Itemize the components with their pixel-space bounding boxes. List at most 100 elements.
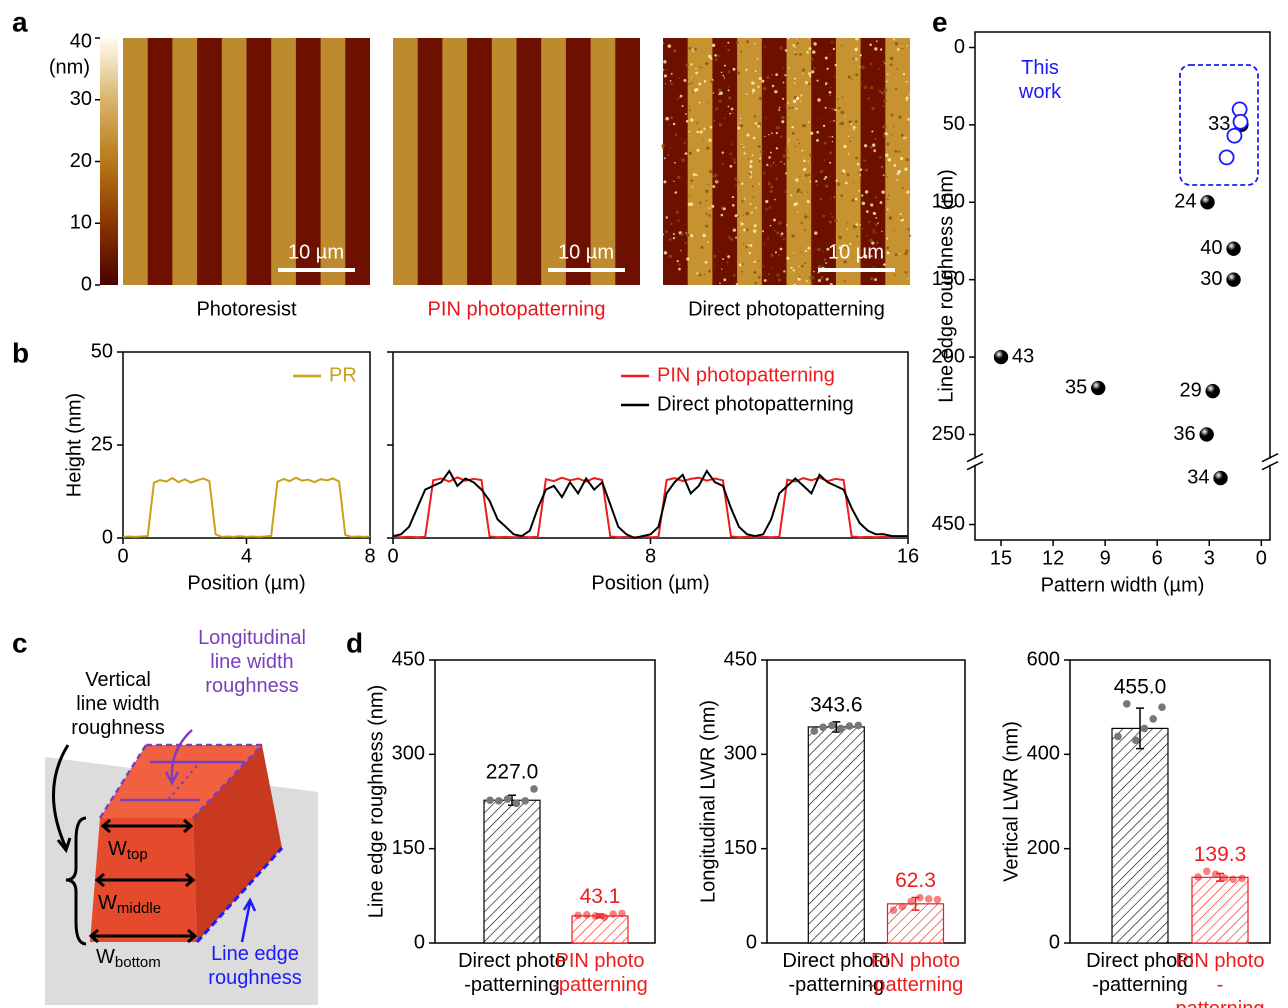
grain: [761, 265, 764, 268]
error-bar: [1136, 707, 1144, 750]
grain: [727, 86, 730, 88]
panel-label: e: [932, 6, 948, 37]
grain: [775, 164, 777, 166]
grain: [769, 189, 773, 193]
grain: [741, 270, 744, 273]
grain: [753, 260, 756, 264]
grain: [811, 70, 815, 74]
grain: [870, 203, 874, 207]
x-tick-label: 8: [645, 545, 656, 567]
grain: [904, 251, 908, 256]
grain: [882, 60, 886, 64]
grain: [672, 233, 675, 235]
grain: [894, 87, 898, 90]
grain: [688, 109, 691, 111]
grain: [861, 65, 865, 70]
width-symbol: W: [98, 892, 117, 914]
width-arrows: [52, 744, 198, 946]
grain: [693, 47, 697, 52]
grain: [708, 54, 712, 59]
grain: [899, 212, 902, 216]
plot-frame: [434, 659, 656, 944]
grain: [722, 162, 725, 165]
grain: [796, 42, 799, 45]
grain: [829, 197, 832, 200]
grain: [668, 254, 673, 258]
data-point: [486, 796, 494, 805]
line-series: [122, 476, 371, 538]
grain: [838, 246, 842, 250]
grain: [886, 175, 888, 178]
grain: [773, 229, 776, 232]
scatter-point: [1213, 470, 1228, 486]
grain: [797, 139, 799, 141]
grain: [793, 283, 796, 287]
grain: [840, 194, 844, 198]
grain: [770, 185, 774, 189]
value-label: 227.0: [486, 760, 539, 783]
grain: [819, 197, 823, 201]
grain: [768, 206, 772, 209]
category-label: Direct photo -patterning: [458, 950, 566, 996]
grain: [688, 105, 690, 108]
grain: [732, 228, 737, 232]
grain: [824, 106, 827, 109]
grain: [848, 120, 852, 124]
y-tick-label: 150: [724, 837, 757, 859]
y-tick-label: 400: [1027, 743, 1060, 765]
grain: [890, 113, 894, 117]
diagram-label: Longitudinal line width roughness: [198, 627, 306, 697]
grain: [782, 237, 785, 241]
grain: [745, 93, 748, 96]
grain: [886, 246, 890, 250]
grain: [881, 156, 883, 159]
grain: [739, 124, 744, 128]
grain: [696, 173, 699, 176]
point-label: 33: [1208, 113, 1230, 135]
y-tick-label: 200: [932, 345, 965, 367]
chart: 0 200 400 600 Vertical LWR (nm) 455.0 139.3: [1000, 648, 1271, 953]
data-point: [1131, 736, 1140, 744]
grain: [886, 208, 889, 211]
grain: [754, 206, 757, 209]
grain: [670, 222, 673, 226]
grain: [767, 279, 769, 282]
grain: [905, 158, 910, 162]
grain: [683, 79, 687, 82]
x-axis-label: Pattern width (µm): [1041, 574, 1205, 596]
x-tick-label: 12: [1042, 547, 1064, 569]
grain: [795, 178, 799, 182]
grain: [786, 36, 790, 40]
plot-frame: [974, 31, 1271, 541]
grain: [688, 83, 691, 86]
grain: [781, 115, 785, 120]
grain: [764, 46, 767, 49]
y-tick-label: 450: [932, 513, 965, 535]
scatter-point: [1226, 272, 1241, 287]
grain: [893, 230, 895, 232]
grain: [823, 258, 827, 261]
grain: [708, 214, 711, 217]
x-tick-label: 6: [1152, 547, 1163, 569]
grain: [743, 152, 746, 155]
grain: [801, 72, 804, 75]
grain: [845, 181, 848, 185]
grain: [724, 45, 727, 48]
grain: [844, 245, 849, 249]
grain: [823, 177, 826, 180]
plot-frame: [766, 659, 966, 944]
grain: [811, 282, 814, 285]
x-tick-label: 0: [1256, 547, 1267, 569]
grain: [889, 56, 894, 61]
data-point: [521, 797, 529, 805]
grain: [895, 68, 898, 70]
grain: [788, 116, 790, 119]
grain: [813, 270, 815, 273]
grain: [835, 179, 838, 182]
grain: [689, 194, 691, 197]
grain: [714, 54, 717, 57]
afm-stripe: [491, 38, 517, 285]
x-axis-label: Position (µm): [187, 572, 305, 594]
grain: [731, 112, 734, 115]
